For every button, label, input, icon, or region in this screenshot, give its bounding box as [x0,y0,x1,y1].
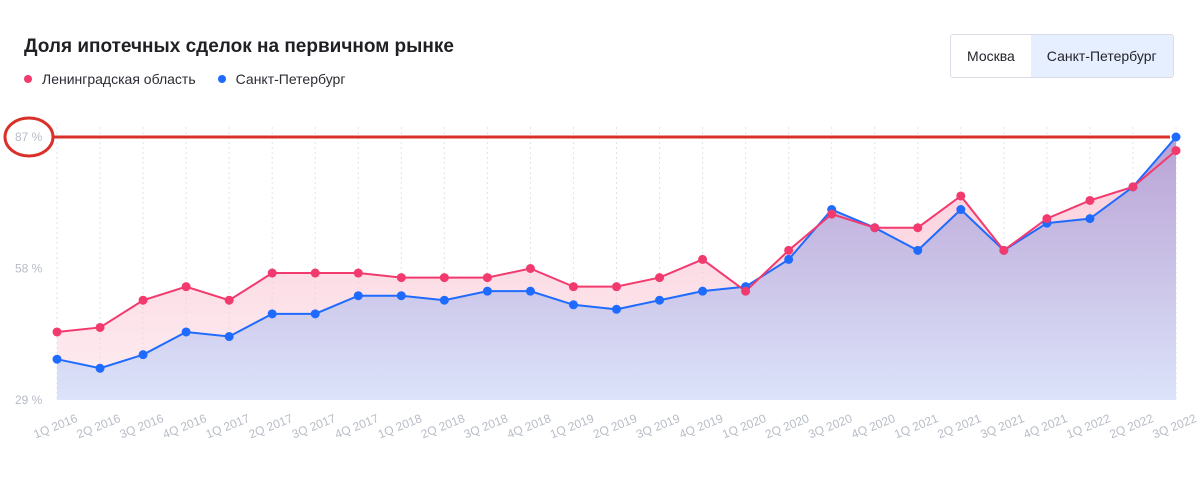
x-tick-label: 1Q 2016 [32,411,80,441]
x-tick-label: 3Q 2018 [462,411,510,441]
x-tick-label: 2Q 2022 [1107,411,1155,441]
x-tick-label: 4Q 2020 [849,411,897,441]
point-lenobl [439,273,449,283]
x-tick-label: 2Q 2020 [763,411,811,441]
point-spb [655,295,665,305]
x-tick-label: 1Q 2022 [1064,411,1112,441]
x-tick-label: 3Q 2016 [118,411,166,441]
point-spb [267,309,277,319]
legend-item-spb: Санкт-Петербург [217,71,346,87]
point-lenobl [95,322,105,332]
point-spb [439,295,449,305]
point-lenobl [138,295,148,305]
y-tick-label: 29 % [15,393,43,407]
point-spb [913,245,923,255]
point-spb [310,309,320,319]
x-tick-label: 4Q 2017 [333,411,381,441]
legend-marker-lenobl [24,75,32,83]
point-spb [698,286,708,296]
x-tick-label: 2Q 2019 [591,411,639,441]
y-tick-label: 87 % [15,130,43,144]
x-tick-label: 3Q 2020 [806,411,854,441]
point-spb [612,304,621,314]
y-tick-label: 58 % [15,262,43,276]
point-spb [568,300,578,310]
point-lenobl [310,268,320,278]
point-spb [353,291,363,301]
point-spb [396,291,406,301]
point-lenobl [568,282,578,292]
point-lenobl [224,295,234,305]
x-tick-label: 3Q 2019 [634,411,682,441]
highlight-circle [3,116,55,158]
point-lenobl [655,273,665,283]
point-lenobl [612,282,621,292]
legend-label-lenobl: Ленинградская область [42,71,196,87]
point-spb [181,327,191,337]
point-lenobl [396,273,406,283]
x-tick-label: 2Q 2017 [247,411,295,441]
point-lenobl [999,245,1009,255]
chart-title: Доля ипотечных сделок на первичном рынке [24,36,454,57]
point-lenobl [784,245,794,255]
x-tick-label: 1Q 2018 [376,411,424,441]
x-tick-label: 4Q 2021 [1021,411,1069,441]
point-spb [95,363,105,373]
point-spb [224,332,234,342]
x-tick-label: 1Q 2019 [548,411,596,441]
point-lenobl [267,268,277,278]
chart-legend: Ленинградская область Санкт-Петербург [24,71,345,87]
point-lenobl [181,282,191,292]
x-tick-label: 3Q 2022 [1151,411,1199,441]
point-lenobl [956,191,966,201]
point-spb [956,205,966,215]
point-spb [482,286,492,296]
point-spb [52,354,62,364]
x-tick-label: 4Q 2019 [677,411,725,441]
x-tick-label: 1Q 2017 [204,411,252,441]
point-lenobl [870,223,880,233]
point-lenobl [482,273,492,283]
x-tick-label: 3Q 2017 [290,411,338,441]
x-tick-label: 4Q 2016 [161,411,209,441]
x-tick-label: 2Q 2016 [75,411,123,441]
x-tick-label: 1Q 2021 [892,411,940,441]
point-lenobl [1171,146,1181,156]
legend-marker-spb [217,75,226,83]
point-lenobl [525,264,535,273]
point-lenobl [52,327,62,337]
city-toggle: Москва Санкт-Петербург [950,34,1174,78]
point-lenobl [698,254,708,264]
point-lenobl [913,223,923,233]
point-lenobl [741,286,751,296]
tab-saint-petersburg[interactable]: Санкт-Петербург [1030,35,1173,77]
point-spb [138,350,148,360]
area-spb [57,137,1176,400]
tab-moscow[interactable]: Москва [967,48,1015,64]
point-spb [1085,214,1095,224]
x-tick-label: 2Q 2021 [935,411,983,441]
point-lenobl [1128,182,1138,192]
point-spb [784,254,794,264]
point-lenobl [1042,214,1052,224]
point-lenobl [353,268,363,278]
point-spb [1171,132,1181,142]
x-tick-label: 4Q 2018 [505,411,553,441]
x-tick-label: 1Q 2020 [720,411,768,441]
legend-item-lenobl: Ленинградская область [24,71,196,87]
legend-label-spb: Санкт-Петербург [235,71,346,87]
x-tick-label: 2Q 2018 [419,411,467,441]
x-tick-label: 3Q 2021 [978,411,1026,441]
point-lenobl [1085,195,1095,205]
point-spb [525,286,535,296]
point-lenobl [827,209,837,219]
